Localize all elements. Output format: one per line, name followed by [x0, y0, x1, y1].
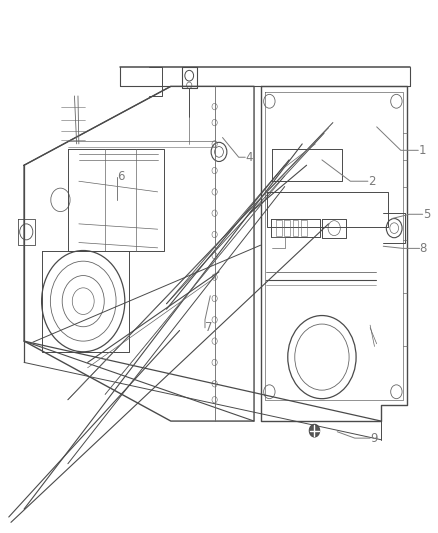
- Text: 7: 7: [205, 321, 212, 334]
- Text: 1: 1: [418, 144, 426, 157]
- Text: 2: 2: [368, 175, 375, 188]
- Text: 4: 4: [245, 151, 253, 164]
- Text: 8: 8: [420, 242, 427, 255]
- Text: 6: 6: [117, 171, 125, 183]
- Text: 9: 9: [370, 432, 378, 445]
- Text: 5: 5: [423, 208, 430, 221]
- Circle shape: [309, 424, 320, 437]
